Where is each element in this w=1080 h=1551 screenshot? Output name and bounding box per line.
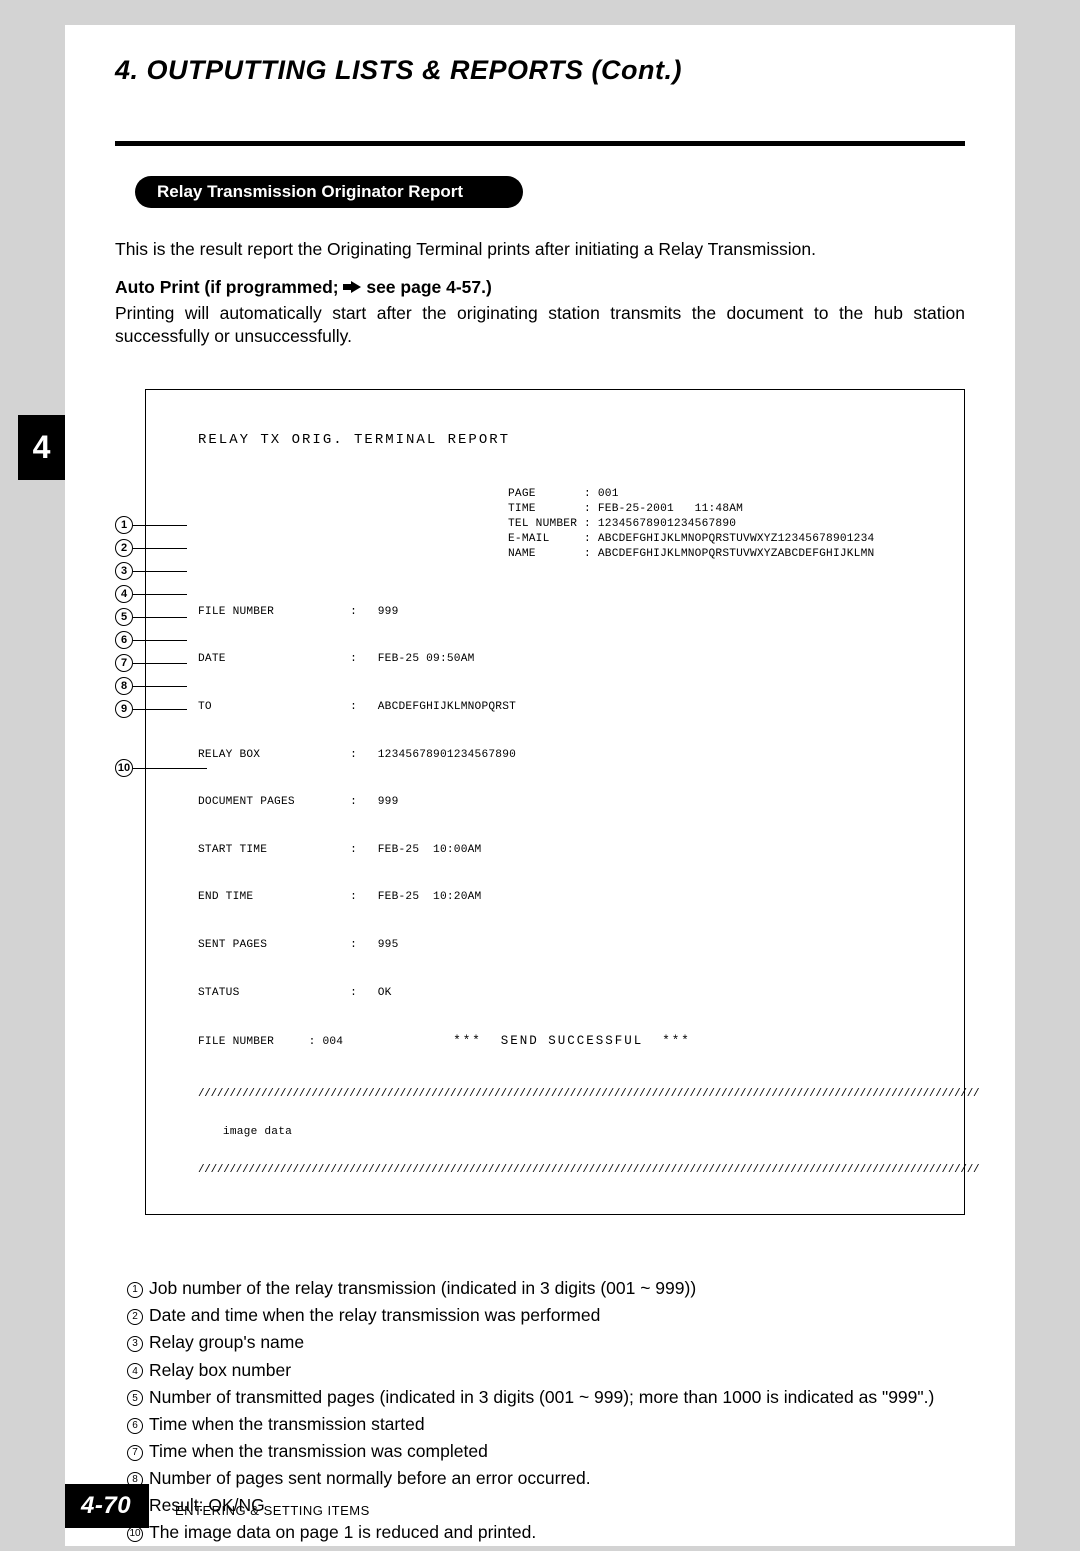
report-row: STATUS : OK [198,982,944,1005]
report-title: RELAY TX ORIG. TERMINAL REPORT [198,433,944,448]
arrow-icon [343,276,361,300]
legend-item: 4Relay box number [127,1357,965,1384]
section-pill: Relay Transmission Originator Report [135,176,523,208]
callout-9: 9 [115,700,133,718]
file-number-line: FILE NUMBER : 004 [198,1036,343,1048]
callout-10: 10 [115,759,133,777]
callout-1: 1 [115,516,133,534]
legend-item: 5Number of transmitted pages (indicated … [127,1384,965,1411]
report-header: PAGE : 001 TIME : FEB-25-2001 11:48AM TE… [508,487,944,563]
footer-text: ENTERING & SETTING ITEMS [175,1503,370,1518]
autoprint-label: Auto Print (if programmed; [115,277,343,297]
footer-page-tab: 4-70 [65,1484,149,1528]
legend-item: 7Time when the transmission was complete… [127,1438,965,1465]
report-row: RELAY BOX : 12345678901234567890 [198,744,944,767]
image-data-label: image data [198,1126,944,1138]
autoprint-line: Auto Print (if programmed; see page 4-57… [115,276,965,300]
report-row: DATE : FEB-25 09:50AM [198,648,944,671]
document-page: 4. OUTPUTTING LISTS & REPORTS (Cont.) Re… [65,25,1015,1546]
report-box: RELAY TX ORIG. TERMINAL REPORT PAGE : 00… [145,389,965,1215]
send-successful: *** SEND SUCCESSFUL *** [453,1034,691,1048]
report-wrap: RELAY TX ORIG. TERMINAL REPORT PAGE : 00… [115,389,965,1215]
legend-item: 1Job number of the relay transmission (i… [127,1275,965,1302]
report-row: FILE NUMBER : 999 [198,601,944,624]
report-status-line: FILE NUMBER : 004 *** SEND SUCCESSFUL *** [198,1035,944,1049]
callout-6: 6 [115,631,133,649]
section-rule [115,141,965,146]
callout-4: 4 [115,585,133,603]
legend-item: 3Relay group's name [127,1329,965,1356]
legend-item: 6Time when the transmission started [127,1411,965,1438]
report-row: DOCUMENT PAGES : 999 [198,791,944,814]
callout-8: 8 [115,677,133,695]
legend-item: 10The image data on page 1 is reduced an… [127,1519,965,1546]
intro-text: This is the result report the Originatin… [115,238,965,262]
intro-block: This is the result report the Originatin… [115,238,965,349]
report-row: TO : ABCDEFGHIJKLMNOPQRST [198,696,944,719]
legend-item: 8Number of pages sent normally before an… [127,1465,965,1492]
legend-item: 2Date and time when the relay transmissi… [127,1302,965,1329]
callout-2: 2 [115,539,133,557]
chapter-title: 4. OUTPUTTING LISTS & REPORTS (Cont.) [65,55,1015,86]
report-row: END TIME : FEB-25 10:20AM [198,886,944,909]
callout-5: 5 [115,608,133,626]
callout-3: 3 [115,562,133,580]
autoprint-body: Printing will automatically start after … [115,302,965,349]
chapter-side-tab: 4 [18,415,65,480]
report-row: SENT PAGES : 995 [198,934,944,957]
slash-row-bottom: ////////////////////////////////////////… [198,1163,944,1177]
callout-7: 7 [115,654,133,672]
autoprint-ref: see page 4-57.) [361,277,491,297]
report-row: START TIME : FEB-25 10:00AM [198,839,944,862]
slash-row-top: ////////////////////////////////////////… [198,1087,944,1101]
